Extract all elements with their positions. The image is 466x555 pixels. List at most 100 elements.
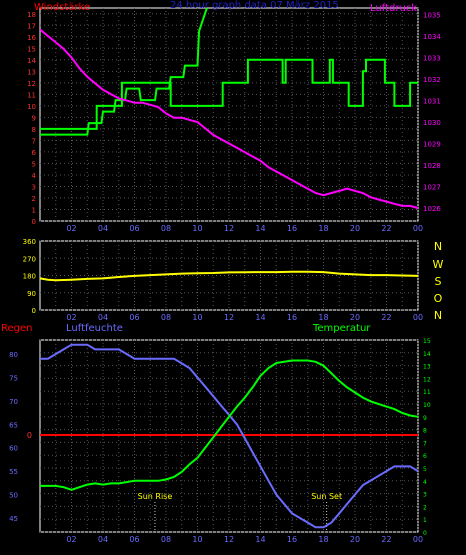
temperature-tick-label: 2 xyxy=(423,504,427,511)
temperature-tick-label: 3 xyxy=(423,492,427,499)
wind-tick-label: 0 xyxy=(32,218,36,226)
x-tick-label: 06 xyxy=(129,224,139,233)
x-tick-label: 00 xyxy=(413,535,423,544)
x-tick-label: 18 xyxy=(318,535,328,544)
wind-direction-grid xyxy=(40,240,419,311)
wind-tick-label: 6 xyxy=(32,149,37,157)
x-tick-label: 12 xyxy=(224,535,234,544)
wind-tick-label: 4 xyxy=(32,172,37,180)
wind-tick-label: 13 xyxy=(27,68,36,76)
pressure-tick-label: 1029 xyxy=(423,141,441,149)
pressure-tick-label: 1026 xyxy=(423,205,441,213)
direction-tick-label: 90 xyxy=(27,290,36,298)
pressure-tick-label: 1034 xyxy=(423,33,441,41)
wind-tick-label: 5 xyxy=(32,160,36,168)
pressure-tick-label: 1031 xyxy=(423,98,441,106)
x-tick-label: 14 xyxy=(255,535,265,544)
x-tick-label: 16 xyxy=(287,224,297,233)
x-tick-label: 08 xyxy=(161,535,171,544)
sun-annotations: Sun Rise Sun Set xyxy=(138,492,342,532)
wind-direction-line xyxy=(39,270,419,282)
wind-tick-label: 7 xyxy=(32,137,36,145)
x-tick-label: 02 xyxy=(66,224,76,233)
x-tick-label: 22 xyxy=(381,535,391,544)
wind-line xyxy=(40,8,208,136)
temperature-tick-label: 6 xyxy=(423,453,427,460)
wind-tick-label: 11 xyxy=(27,91,36,99)
direction-letters: N W S O N xyxy=(433,240,444,322)
temperature-tick-label: 15 xyxy=(423,338,431,345)
wind-pressure-series xyxy=(40,8,418,210)
x-tick-label: 20 xyxy=(350,224,360,233)
wind-tick-label: 9 xyxy=(32,114,36,122)
direction-letter: W xyxy=(433,258,444,271)
pressure-line xyxy=(40,28,418,210)
temperature-axis-label: Temperatur xyxy=(312,323,371,334)
x-tick-label: 00 xyxy=(413,313,423,322)
wind-tick-label: 2 xyxy=(32,195,36,203)
x-tick-label: 04 xyxy=(98,535,108,544)
x-tick-label: 12 xyxy=(224,224,234,233)
sun-annotation: Sun Set xyxy=(311,492,342,501)
rain-axis-label: Regen xyxy=(1,323,33,334)
humidity-temperature-series xyxy=(40,343,419,529)
humidity-tick-label: 75 xyxy=(9,374,18,382)
temperature-tick-label: 5 xyxy=(423,466,427,473)
x-tick-label: 02 xyxy=(66,535,76,544)
wind-tick-label: 18 xyxy=(27,11,36,19)
pressure-y-ticks: 1026 1027 1028 1029 1030 1031 1032 1033 1034 1035 xyxy=(423,11,441,213)
x-tick-label: 10 xyxy=(192,224,202,233)
temperature-tick-label: 12 xyxy=(423,376,431,383)
humidity-y-ticks: 45 50 55 60 65 70 75 80 xyxy=(9,351,18,523)
humidity-tick-label: 80 xyxy=(9,351,18,359)
temperature-line xyxy=(40,359,419,491)
x-tick-label: 04 xyxy=(98,224,108,233)
x-tick-label: 02 xyxy=(66,313,76,322)
direction-letter: S xyxy=(435,275,442,288)
temperature-tick-label: 7 xyxy=(423,440,427,447)
direction-letter: N xyxy=(434,309,442,322)
direction-letter: N xyxy=(434,240,442,253)
wind-tick-label: 8 xyxy=(32,126,36,134)
x-tick-label: 06 xyxy=(129,313,139,322)
temperature-tick-label: 0 xyxy=(423,530,427,537)
wind-direction-panel: 0 90 180 270 360 02 04 06 08 10 12 14 16 18 20 22 00 N … xyxy=(23,238,444,322)
humidity-tick-label: 45 xyxy=(9,515,18,523)
temperature-tick-label: 11 xyxy=(423,389,431,396)
wind-tick-label: 17 xyxy=(27,22,36,30)
humidity-tick-label: 55 xyxy=(9,468,18,476)
x-tick-label: 12 xyxy=(224,313,234,322)
x-tick-label: 08 xyxy=(161,313,171,322)
pressure-tick-label: 1028 xyxy=(423,162,441,170)
humidity-tick-label: 70 xyxy=(9,398,18,406)
wind-tick-label: 1 xyxy=(32,206,36,214)
temperature-tick-label: 10 xyxy=(423,402,431,409)
temperature-tick-label: 4 xyxy=(423,479,427,486)
wind-tick-label: 3 xyxy=(32,183,36,191)
chart-title: 24 hour graph data 07 März 2015 xyxy=(170,0,339,11)
x-tick-label: 10 xyxy=(192,313,202,322)
humidity-axis-label: Luftfeuchte xyxy=(66,323,123,334)
x-tick-label: 18 xyxy=(318,313,328,322)
x-tick-label: 22 xyxy=(381,224,391,233)
direction-tick-label: 0 xyxy=(32,307,36,315)
pressure-tick-label: 1032 xyxy=(423,76,441,84)
temperature-tick-label: 14 xyxy=(423,351,431,358)
pressure-tick-label: 1027 xyxy=(423,184,441,192)
rain-zero-tick: 0 xyxy=(27,431,32,440)
wind-axis-label: Windstärke xyxy=(34,2,90,13)
direction-tick-label: 360 xyxy=(23,238,36,246)
wind-line xyxy=(40,58,418,130)
wind-tick-label: 15 xyxy=(27,45,36,53)
x-tick-label: 22 xyxy=(381,313,391,322)
pressure-axis-label: Luftdruck xyxy=(370,3,417,14)
wind-tick-label: 16 xyxy=(27,34,36,42)
wind-pressure-grid xyxy=(40,8,419,222)
wind-direction-x-ticks: 02 04 06 08 10 12 14 16 18 20 22 00 xyxy=(66,313,423,322)
wind-tick-label: 10 xyxy=(27,103,36,111)
